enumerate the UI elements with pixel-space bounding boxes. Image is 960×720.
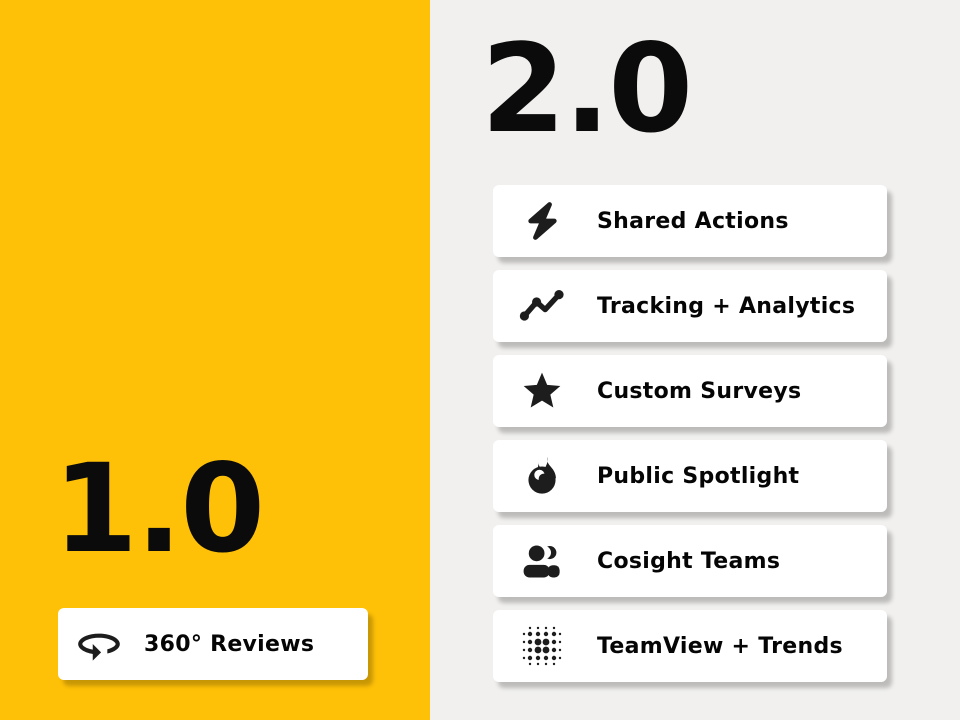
feature-card-teamview-trends[interactable]: TeamView + Trends (493, 610, 887, 682)
feature-card-360-reviews[interactable]: 360° Reviews (58, 608, 368, 680)
feature-card-tracking-analytics[interactable]: Tracking + Analytics (493, 270, 887, 342)
version-2-heading: 2.0 (481, 18, 693, 160)
line-chart-icon (517, 278, 567, 334)
version-1-heading: 1.0 (53, 438, 265, 580)
dots-grid-icon (517, 618, 567, 674)
feature-card-shared-actions[interactable]: Shared Actions (493, 185, 887, 257)
feature-card-label: Cosight Teams (597, 548, 781, 574)
feature-card-label: Custom Surveys (597, 378, 802, 404)
feature-card-label: 360° Reviews (144, 631, 315, 657)
star-icon (517, 363, 567, 419)
feature-card-label: Tracking + Analytics (597, 293, 856, 319)
lightning-bolt-icon (517, 193, 567, 249)
feature-card-label: TeamView + Trends (597, 633, 843, 659)
feature-card-public-spotlight[interactable]: Public Spotlight (493, 440, 887, 512)
version-1-panel (0, 0, 430, 720)
feature-card-label: Shared Actions (597, 208, 789, 234)
people-icon (517, 533, 567, 589)
flame-icon (517, 448, 567, 504)
feature-card-label: Public Spotlight (597, 463, 800, 489)
360-rotation-icon (74, 616, 124, 672)
feature-card-cosight-teams[interactable]: Cosight Teams (493, 525, 887, 597)
feature-card-custom-surveys[interactable]: Custom Surveys (493, 355, 887, 427)
